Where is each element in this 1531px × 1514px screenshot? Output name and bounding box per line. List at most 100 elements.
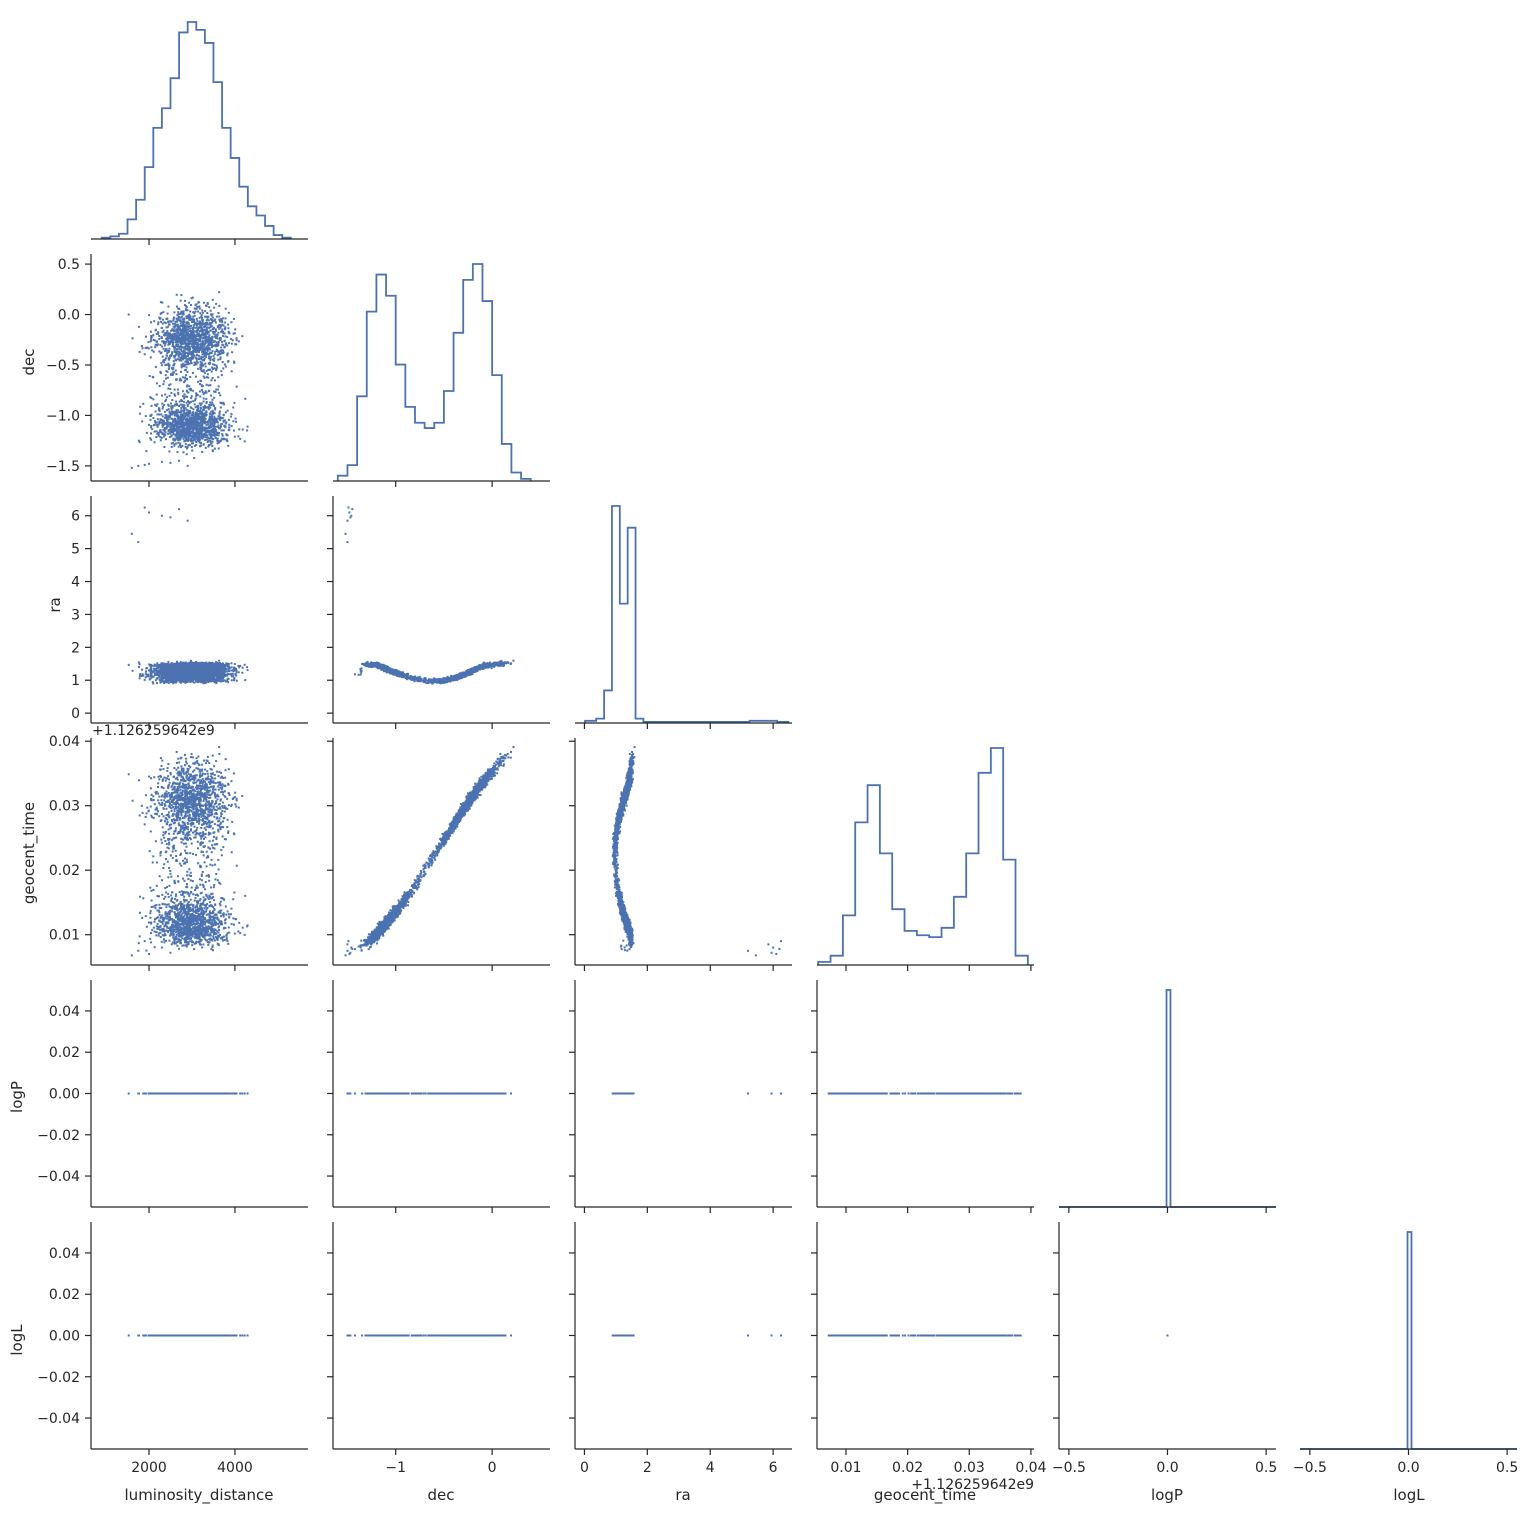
data-point	[199, 368, 202, 371]
data-point	[215, 302, 218, 305]
data-point	[193, 435, 196, 438]
data-point	[208, 433, 211, 436]
data-point	[207, 423, 210, 426]
data-point	[193, 342, 196, 345]
data-point	[202, 336, 205, 339]
data-point	[149, 437, 152, 440]
data-point	[221, 319, 224, 322]
data-point	[200, 328, 203, 331]
data-point	[152, 424, 155, 427]
data-point	[148, 375, 151, 378]
data-point	[152, 417, 155, 420]
data-point	[167, 362, 170, 365]
data-point	[154, 421, 157, 424]
data-point	[172, 437, 175, 440]
data-point	[176, 323, 179, 326]
data-point	[174, 320, 177, 323]
data-point	[208, 406, 211, 409]
data-point	[181, 329, 184, 332]
data-point	[138, 663, 141, 666]
data-point	[164, 416, 167, 419]
data-point	[214, 418, 217, 421]
data-point	[194, 406, 197, 409]
data-point	[194, 375, 197, 378]
data-point	[178, 341, 181, 344]
data-point	[215, 661, 218, 664]
data-point	[204, 315, 207, 318]
data-point	[235, 343, 238, 346]
data-point	[175, 359, 178, 362]
data-point	[192, 400, 195, 403]
data-point	[178, 435, 181, 438]
data-point	[155, 404, 158, 407]
data-point	[217, 312, 220, 315]
data-point	[222, 666, 225, 669]
data-point	[188, 329, 191, 332]
data-point	[183, 381, 186, 384]
data-point	[200, 369, 203, 372]
data-point	[221, 422, 224, 425]
data-point	[219, 358, 222, 361]
data-point	[177, 428, 180, 431]
data-point	[226, 352, 229, 355]
data-point	[160, 351, 163, 354]
data-point	[174, 428, 177, 431]
data-point	[219, 427, 222, 430]
data-point	[150, 426, 153, 429]
data-point	[172, 322, 175, 325]
data-point	[206, 302, 209, 305]
data-point	[181, 433, 184, 436]
data-point	[199, 383, 202, 386]
data-point	[199, 348, 202, 351]
data-point	[175, 373, 178, 376]
data-point	[169, 388, 172, 391]
data-point	[192, 332, 195, 335]
data-point	[171, 335, 174, 338]
data-point	[222, 679, 225, 682]
data-point	[206, 353, 209, 356]
data-point	[180, 407, 183, 410]
data-point	[178, 351, 181, 354]
data-point	[186, 361, 189, 364]
data-point	[150, 674, 153, 677]
data-point	[201, 320, 204, 323]
data-point	[237, 435, 240, 438]
data-point	[183, 397, 186, 400]
data-point	[206, 316, 209, 319]
data-point	[196, 422, 199, 425]
data-point	[217, 415, 220, 418]
data-point	[184, 333, 187, 336]
data-point	[208, 420, 211, 423]
data-point	[176, 435, 179, 438]
data-point	[176, 320, 179, 323]
data-point	[243, 440, 246, 443]
data-point	[168, 416, 171, 419]
data-point	[179, 434, 182, 437]
data-point	[157, 423, 160, 426]
data-point	[162, 342, 165, 345]
data-point	[168, 365, 171, 368]
data-point	[207, 368, 210, 371]
data-point	[140, 345, 143, 348]
data-point	[167, 660, 170, 663]
histogram-dec	[333, 263, 550, 487]
data-point	[173, 311, 176, 314]
data-point	[177, 393, 180, 396]
data-point	[203, 421, 206, 424]
data-point	[192, 428, 195, 431]
data-point	[173, 388, 176, 391]
data-point	[174, 341, 177, 344]
data-point	[205, 304, 208, 307]
data-point	[141, 420, 144, 423]
data-point	[195, 303, 198, 306]
data-point	[145, 666, 148, 669]
data-point	[195, 348, 198, 351]
data-point	[171, 373, 174, 376]
data-point	[200, 315, 203, 318]
data-point	[191, 337, 194, 340]
data-point	[170, 442, 173, 445]
data-point	[191, 389, 194, 392]
data-point	[201, 350, 204, 353]
data-point	[210, 417, 213, 420]
data-point	[186, 412, 189, 415]
